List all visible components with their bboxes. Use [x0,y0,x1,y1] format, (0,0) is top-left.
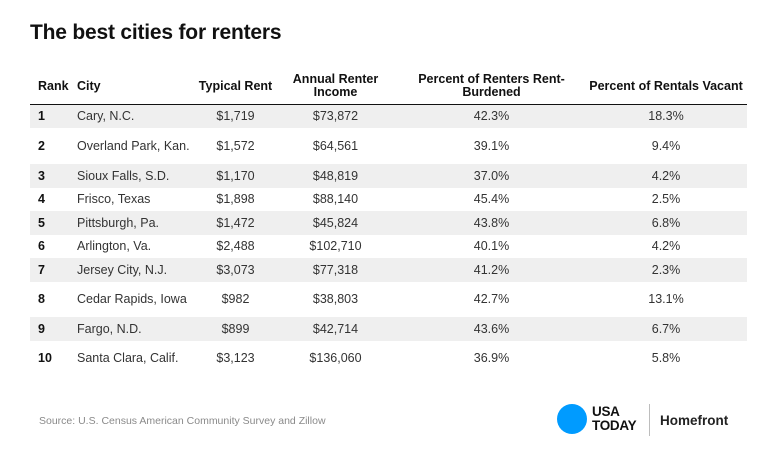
burdened-cell: 37.0% [398,164,585,188]
vacant-cell: 6.8% [585,211,747,235]
rank-cell: 2 [38,138,45,153]
rank-cell: 9 [30,317,75,341]
vacant-cell: 4.2% [651,239,681,253]
rank-cell: 6 [38,239,45,253]
rank-cell: 3 [30,164,75,188]
page-title: The best cities for renters [30,21,282,44]
logo-text-usa: USA [592,404,620,419]
burdened-cell: 43.8% [398,211,585,235]
rank-cell: 7 [30,258,75,282]
rank-cell: 5 [30,211,75,235]
homefront-label: Homefront [660,413,729,428]
income-cell: $38,803 [312,292,359,306]
table-row: 2 Overland Park, Kan. $1,572 $64,561 39.… [30,128,747,164]
rent-cell: $3,073 [198,258,273,282]
header-annual-income: Annual Renter Income [273,68,398,105]
city-cell: Frisco, Texas [77,192,151,206]
vacant-cell: 18.3% [585,104,747,128]
rank-cell: 4 [38,192,45,206]
city-cell: Jersey City, N.J. [75,258,198,282]
burdened-cell: 40.1% [473,239,510,253]
table-row: 4 Frisco, Texas $1,898 $88,140 45.4% 2.5… [30,188,747,211]
income-cell: $102,710 [309,239,362,253]
burdened-cell: 41.2% [398,258,585,282]
table-row: 10 Santa Clara, Calif. $3,123 $136,060 3… [30,341,747,376]
city-cell: Sioux Falls, S.D. [75,164,198,188]
table-row: 9 Fargo, N.D. $899 $42,714 43.6% 6.7% [30,317,747,341]
rent-cell: $3,123 [216,351,255,365]
income-cell: $73,872 [273,104,398,128]
income-cell: $64,561 [312,138,359,153]
usa-today-logo-dot [557,404,587,434]
rank-cell: 8 [38,292,45,306]
rank-cell: 1 [30,104,75,128]
rent-cell: $1,898 [216,192,255,206]
renters-table: Rank City Typical Rent Annual Renter Inc… [30,68,747,376]
burdened-cell: 42.3% [398,104,585,128]
income-cell: $88,140 [312,192,359,206]
burdened-cell: 43.6% [398,317,585,341]
vacant-cell: 6.7% [585,317,747,341]
logo-text-today: TODAY [592,418,637,433]
rent-cell: $899 [198,317,273,341]
header-rank: Rank [30,68,75,105]
table-row: 7 Jersey City, N.J. $3,073 $77,318 41.2%… [30,258,747,282]
logo-divider [649,404,650,436]
source-note: Source: U.S. Census American Community S… [39,415,326,427]
table-row: 8 Cedar Rapids, Iowa $982 $38,803 42.7% … [30,282,747,317]
rent-cell: $982 [221,292,250,306]
rent-cell: $1,719 [198,104,273,128]
burdened-cell: 42.7% [473,292,510,306]
city-cell: Cary, N.C. [75,104,198,128]
city-cell: Pittsburgh, Pa. [75,211,198,235]
header-rent-burdened: Percent of Renters Rent-Burdened [398,68,585,105]
rent-cell: $1,472 [198,211,273,235]
burdened-cell: 39.1% [473,138,510,153]
city-cell: Arlington, Va. [77,239,152,253]
vacant-cell: 9.4% [651,138,681,153]
vacant-cell: 2.5% [651,192,681,206]
table-header-row: Rank City Typical Rent Annual Renter Inc… [30,68,747,105]
income-cell: $136,060 [309,351,362,365]
income-cell: $77,318 [273,258,398,282]
table-row: 3 Sioux Falls, S.D. $1,170 $48,819 37.0%… [30,164,747,188]
header-city: City [75,68,198,105]
vacant-cell: 4.2% [585,164,747,188]
vacant-cell: 5.8% [651,351,681,365]
city-cell: Overland Park, Kan. [77,138,190,153]
header-rentals-vacant: Percent of Rentals Vacant [585,68,747,105]
header-typical-rent: Typical Rent [198,68,273,105]
vacant-cell: 2.3% [585,258,747,282]
table-row: 6 Arlington, Va. $2,488 $102,710 40.1% 4… [30,235,747,258]
burdened-cell: 36.9% [473,351,510,365]
rank-cell: 10 [38,351,52,365]
burdened-cell: 45.4% [473,192,510,206]
city-cell: Cedar Rapids, Iowa [77,292,187,306]
table-row: 5 Pittsburgh, Pa. $1,472 $45,824 43.8% 6… [30,211,747,235]
rent-cell: $1,572 [216,138,255,153]
vacant-cell: 13.1% [648,292,684,306]
income-cell: $45,824 [273,211,398,235]
table-row: 1 Cary, N.C. $1,719 $73,872 42.3% 18.3% [30,104,747,128]
income-cell: $42,714 [273,317,398,341]
rent-cell: $2,488 [216,239,255,253]
city-cell: Fargo, N.D. [75,317,198,341]
city-cell: Santa Clara, Calif. [77,351,179,365]
income-cell: $48,819 [273,164,398,188]
rent-cell: $1,170 [198,164,273,188]
